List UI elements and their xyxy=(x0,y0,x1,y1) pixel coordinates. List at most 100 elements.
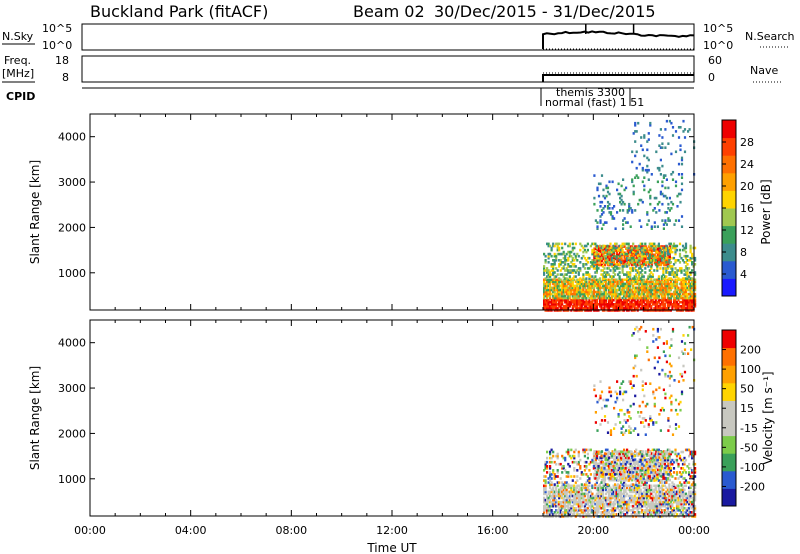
echo-cell xyxy=(591,509,594,512)
echo-cell xyxy=(609,478,613,482)
echo-cell xyxy=(614,307,617,310)
echo-cell xyxy=(620,456,623,460)
echo-cell xyxy=(555,278,558,282)
echo-cell xyxy=(660,496,663,500)
echo-cell xyxy=(627,494,630,498)
echo-cell xyxy=(680,506,683,510)
echo-cell xyxy=(683,290,686,294)
echo-cell xyxy=(639,277,642,280)
echo-cell xyxy=(546,502,549,506)
echo-cell xyxy=(631,160,634,164)
echo-cell xyxy=(623,188,626,192)
echo-cell xyxy=(601,475,605,478)
echo-cell xyxy=(598,500,602,504)
echo-cell xyxy=(656,475,659,478)
echo-cell xyxy=(688,486,691,490)
echo-cell xyxy=(573,246,576,250)
echo-cell xyxy=(582,292,585,296)
echo-cell xyxy=(647,249,650,252)
echo-cell xyxy=(680,271,683,274)
echo-cell xyxy=(561,267,564,270)
echo-cell xyxy=(677,277,680,280)
echo-cell xyxy=(562,292,565,296)
echo-cell xyxy=(623,202,626,206)
echo-cell xyxy=(555,509,558,512)
echo-cell xyxy=(678,267,682,270)
echo-cell xyxy=(617,504,620,508)
echo-cell xyxy=(657,242,660,246)
echo-cell xyxy=(659,472,662,476)
echo-cell xyxy=(683,248,686,252)
echo-cell xyxy=(672,296,676,300)
echo-cell xyxy=(668,196,671,200)
echo-cell xyxy=(565,498,568,502)
echo-cell xyxy=(655,255,658,259)
echo-cell xyxy=(564,305,567,308)
echo-cell xyxy=(612,484,615,488)
echo-cell xyxy=(654,296,657,300)
echo-cell xyxy=(689,298,692,302)
echo-cell xyxy=(680,500,683,504)
echo-cell xyxy=(646,164,649,168)
echo-cell xyxy=(544,488,547,492)
echo-cell xyxy=(626,502,629,506)
echo-cell xyxy=(631,464,634,468)
echo-cell xyxy=(632,504,635,508)
echo-cell xyxy=(636,271,639,274)
echo-cell xyxy=(663,256,666,260)
echo-cell xyxy=(583,465,586,468)
freq-label-line2: [MHz] xyxy=(2,67,34,80)
echo-cell xyxy=(669,267,672,270)
echo-cell xyxy=(615,267,618,270)
echo-cell xyxy=(663,288,666,292)
echo-cell xyxy=(558,494,561,498)
echo-cell xyxy=(675,273,679,276)
echo-cell xyxy=(547,496,550,500)
echo-cell xyxy=(653,269,656,272)
echo-cell xyxy=(639,267,642,270)
echo-cell xyxy=(611,456,614,459)
echo-cell xyxy=(636,479,639,482)
echo-cell xyxy=(618,280,621,284)
echo-cell xyxy=(650,471,653,474)
echo-cell xyxy=(603,513,606,516)
echo-cell xyxy=(648,462,651,466)
echo-cell xyxy=(601,496,605,500)
echo-cell xyxy=(564,288,567,292)
echo-cell xyxy=(615,294,618,298)
echo-cell xyxy=(656,513,659,516)
echo-cell xyxy=(589,303,592,306)
echo-cell xyxy=(642,477,645,480)
echo-cell xyxy=(591,504,594,508)
echo-cell xyxy=(635,245,638,248)
echo-cell xyxy=(663,452,666,456)
echo-cell xyxy=(609,502,612,506)
echo-cell xyxy=(543,271,546,274)
echo-cell xyxy=(567,294,570,298)
echo-cell xyxy=(656,477,659,480)
echo-cell xyxy=(682,130,685,133)
echo-cell xyxy=(660,303,663,306)
echo-cell xyxy=(675,513,679,516)
echo-cell xyxy=(649,188,652,192)
echo-cell xyxy=(694,288,697,292)
echo-cell xyxy=(663,292,666,296)
echo-cell xyxy=(623,486,626,490)
echo-cell xyxy=(621,303,624,306)
echo-cell xyxy=(675,286,679,290)
echo-cell xyxy=(604,298,608,302)
echo-cell xyxy=(677,219,681,222)
echo-cell xyxy=(616,472,619,476)
echo-cell xyxy=(641,450,644,454)
echo-cell xyxy=(612,292,615,296)
echo-cell xyxy=(678,513,682,516)
echo-cell xyxy=(644,511,647,514)
echo-cell xyxy=(624,284,627,288)
echo-cell xyxy=(653,484,656,488)
echo-cell xyxy=(623,481,626,484)
echo-cell xyxy=(659,486,662,490)
echo-cell xyxy=(629,273,632,276)
echo-cell xyxy=(633,484,636,488)
echo-cell xyxy=(651,286,654,290)
echo-cell xyxy=(612,490,615,494)
